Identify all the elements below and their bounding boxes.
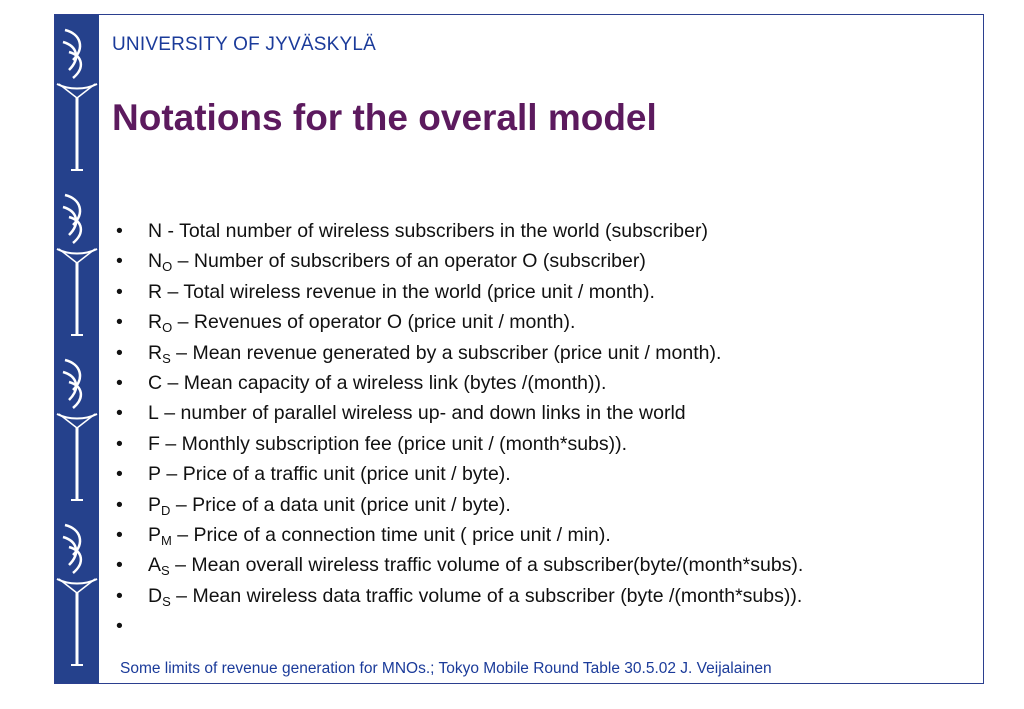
university-name: UNIVERSITY OF JYVÄSKYLÄ [112,34,376,55]
bullet-symbol: C [148,371,163,394]
bullet-text: – Mean overall wireless traffic volume o… [169,554,804,577]
bullet-symbol: F [148,432,160,455]
bullet-symbol-subscript: M [161,532,172,548]
bullet-marker: • [116,341,123,364]
bullet-marker: • [116,493,123,516]
bullet-symbol-subscript: S [161,563,170,579]
bullet-item: • C – Mean capacity of a wireless link (b… [116,370,803,400]
slide-title: Notations for the overall model [112,97,657,138]
bullet-text: – Mean capacity of a wireless link (byte… [162,371,607,394]
bullet-symbol: R [148,311,163,334]
bullet-item: • N - Total number of wireless subscriber… [116,218,803,248]
bullet-item: • PD – Price of a data unit (price unit /… [116,492,803,522]
bullet-item: • L – number of parallel wireless up- and… [116,400,803,430]
bullet-text: – number of parallel wireless up- and do… [158,402,686,425]
bullet-symbol: N [148,250,163,273]
bullet-text: – Revenues of operator O (price unit / m… [172,311,576,334]
bullet-symbol-subscript: O [162,320,173,336]
bullet-marker: • [116,523,123,546]
bullet-text: – Number of subscribers of an operator O… [172,250,646,273]
bullet-text: – Mean revenue generated by a subscriber… [170,341,722,364]
bullet-marker: • [116,371,123,394]
bullet-item: • R – Total wireless revenue in the world… [116,279,803,309]
bullet-symbol: A [148,554,162,577]
bullet-text: – Mean wireless data traffic volume of a… [170,584,803,607]
bullet-item: • DS – Mean wireless data traffic volume … [116,583,803,613]
bullet-marker: • [116,280,123,303]
bullet-symbol: P [148,463,162,486]
bullet-marker: • [116,463,123,486]
bullet-item: • P – Price of a traffic unit (price unit… [116,461,803,491]
bullet-item: • RO – Revenues of operator O (price unit… [116,309,803,339]
bullet-marker: • [116,402,123,425]
bullet-item: • NO – Number of subscribers of an operat… [116,248,803,278]
sidebar-band [55,15,99,683]
bullet-symbol: P [148,523,162,546]
bullet-item: • F – Monthly subscription fee (price uni… [116,431,803,461]
bullet-list: • N - Total number of wireless subscriber… [116,218,803,643]
bullet-item: • RS – Mean revenue generated by a subscr… [116,340,803,370]
bullet-symbol: P [148,493,162,516]
bullet-marker: • [116,584,123,607]
bullet-symbol-subscript: S [162,593,171,609]
bullet-marker: • [116,554,123,577]
bullet-text: – Price of a traffic unit (price unit / … [161,463,511,486]
bullet-marker: • [116,432,123,455]
bullet-text: – Price of a connection time unit ( pric… [171,523,611,546]
bullet-marker: • [116,250,123,273]
bullet-text: – Monthly subscription fee (price unit /… [159,432,628,455]
slide-frame [54,14,984,684]
bullet-symbol: L [148,402,159,425]
bullet-text: – Total wireless revenue in the world (p… [162,280,655,303]
bullet-symbol: D [148,584,163,607]
bullet-symbol: R [148,341,163,364]
bullet-marker: • [116,615,123,638]
bullet-item: • AS – Mean overall wireless traffic volu… [116,552,803,582]
bullet-marker: • [116,220,123,242]
footer-text: Some limits of revenue generation for MN… [120,660,772,677]
bullet-item: • [116,613,803,643]
bullet-text: - Total number of wireless subscribers i… [162,220,708,242]
bullet-marker: • [116,311,123,334]
university-torch-logo-icon [55,28,99,667]
bullet-symbol-subscript: S [162,350,171,366]
bullet-symbol: R [148,280,163,303]
bullet-symbol: N [148,220,163,242]
bullet-symbol-subscript: D [161,502,171,518]
bullet-item: • PM – Price of a connection time unit ( … [116,522,803,552]
bullet-symbol-subscript: O [162,259,173,275]
bullet-text: – Price of a data unit (price unit / byt… [170,493,511,516]
